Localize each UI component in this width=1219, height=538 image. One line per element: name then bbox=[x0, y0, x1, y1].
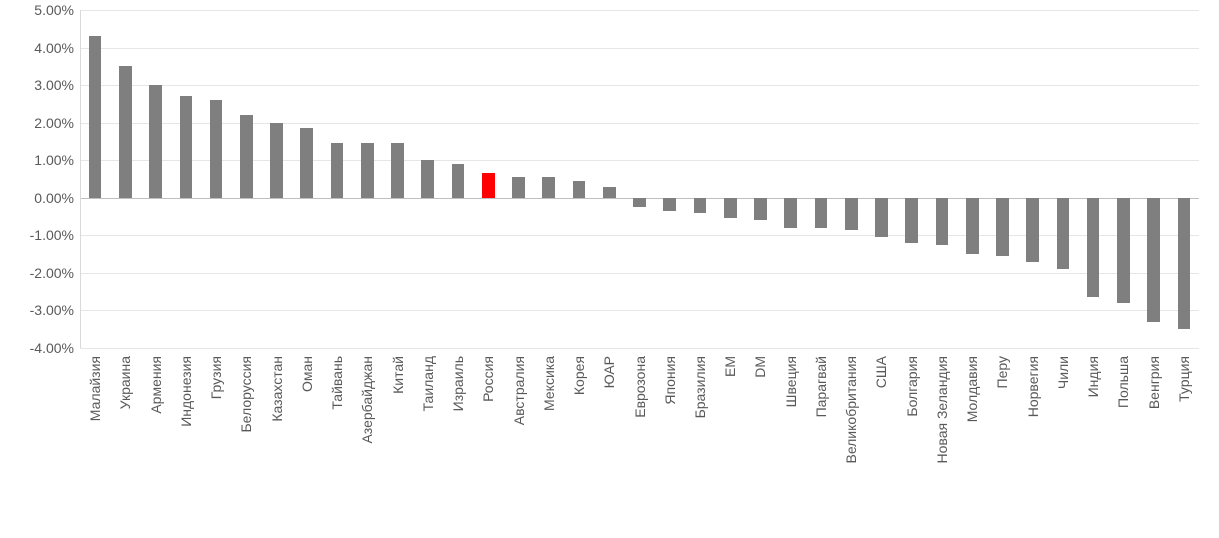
bar bbox=[1147, 198, 1160, 322]
x-axis-tick-label: Венгрия bbox=[1146, 356, 1162, 409]
bar bbox=[149, 85, 162, 198]
x-axis-tick-label: EM bbox=[722, 356, 738, 377]
y-axis-tick-label: 5.00% bbox=[34, 2, 80, 18]
bar bbox=[663, 198, 676, 211]
x-axis-tick-label: Еврозона bbox=[632, 356, 648, 418]
bar bbox=[603, 187, 616, 198]
bar bbox=[300, 128, 313, 197]
bar bbox=[633, 198, 646, 207]
gridline bbox=[80, 10, 1199, 11]
x-axis-tick-label: Мексика bbox=[541, 356, 557, 411]
bar bbox=[724, 198, 737, 219]
y-axis-tick-label: 4.00% bbox=[34, 40, 80, 56]
y-axis-tick-label: -1.00% bbox=[30, 227, 80, 243]
bar bbox=[845, 198, 858, 230]
bar bbox=[754, 198, 767, 221]
x-axis-tick-label: Норвегия bbox=[1025, 356, 1041, 417]
x-axis-tick-label: Бразилия bbox=[692, 356, 708, 418]
bar bbox=[542, 177, 555, 198]
x-axis-tick-label: Польша bbox=[1115, 356, 1131, 408]
y-axis-tick-label: -2.00% bbox=[30, 265, 80, 281]
x-axis-tick-label: Китай bbox=[390, 356, 406, 394]
bar bbox=[270, 123, 283, 198]
x-axis-tick-label: Малайзия bbox=[87, 356, 103, 421]
x-axis-tick-label: Великобритания bbox=[843, 356, 859, 464]
x-axis-tick-label: США bbox=[873, 356, 889, 388]
bar bbox=[331, 143, 344, 197]
y-axis-tick-label: 0.00% bbox=[34, 190, 80, 206]
bar bbox=[1026, 198, 1039, 262]
x-axis-tick-label: DM bbox=[752, 356, 768, 378]
x-axis-tick-label: Швеция bbox=[783, 356, 799, 407]
bar bbox=[421, 160, 434, 198]
x-axis-tick-label: Новая Зеландия bbox=[934, 356, 950, 463]
bar bbox=[482, 173, 495, 197]
y-axis-line bbox=[80, 10, 81, 348]
bar bbox=[180, 96, 193, 197]
y-axis-tick-label: -4.00% bbox=[30, 340, 80, 356]
x-axis-tick-label: Таиланд bbox=[420, 356, 436, 411]
gridline bbox=[80, 48, 1199, 49]
gridline bbox=[80, 85, 1199, 86]
bar bbox=[512, 177, 525, 198]
bar bbox=[694, 198, 707, 213]
bar bbox=[1117, 198, 1130, 303]
bar bbox=[573, 181, 586, 198]
bar bbox=[784, 198, 797, 228]
bar bbox=[936, 198, 949, 245]
bar bbox=[1057, 198, 1070, 269]
bar bbox=[210, 100, 223, 198]
x-axis-tick-label: Азербайджан bbox=[359, 356, 375, 444]
x-axis-tick-label: Чили bbox=[1055, 356, 1071, 389]
x-axis-tick-label: Парагвай bbox=[813, 356, 829, 417]
x-axis-tick-label: Россия bbox=[480, 356, 496, 402]
x-axis-tick-label: Перу bbox=[994, 356, 1010, 388]
y-axis-tick-label: 1.00% bbox=[34, 152, 80, 168]
x-axis-tick-label: Индия bbox=[1085, 356, 1101, 397]
bar bbox=[391, 143, 404, 197]
bar bbox=[996, 198, 1009, 256]
x-axis-tick-label: Белоруссия bbox=[238, 356, 254, 433]
bar bbox=[875, 198, 888, 237]
bar-chart: -4.00% -3.00% -2.00% -1.00% 0.00% 1.00% 2.00% 3… bbox=[0, 0, 1219, 538]
x-axis-tick-label: Оман bbox=[299, 356, 315, 392]
y-axis-tick-label: -3.00% bbox=[30, 302, 80, 318]
x-axis-tick-label: Турция bbox=[1176, 356, 1192, 402]
bar bbox=[905, 198, 918, 243]
bar bbox=[89, 36, 102, 197]
x-axis-tick-label: Грузия bbox=[208, 356, 224, 399]
x-axis-tick-label: Украина bbox=[117, 356, 133, 409]
x-axis-tick-label: Молдавия bbox=[964, 356, 980, 422]
bar bbox=[1178, 198, 1191, 329]
y-axis-tick-label: 3.00% bbox=[34, 77, 80, 93]
bar bbox=[240, 115, 253, 198]
x-axis-tick-label: Казахстан bbox=[269, 356, 285, 422]
x-axis-tick-label: Япония bbox=[662, 356, 678, 405]
x-axis-tick-label: Болгария bbox=[904, 356, 920, 417]
x-axis-tick-label: Индонезия bbox=[178, 356, 194, 427]
x-axis-tick-label: Израиль bbox=[450, 356, 466, 411]
gridline bbox=[80, 273, 1199, 274]
x-axis-tick-label: Армения bbox=[148, 356, 164, 414]
bar bbox=[966, 198, 979, 254]
gridline bbox=[80, 348, 1199, 349]
plot-area: -4.00%-3.00%-2.00%-1.00%0.00%1.00%2.00%3… bbox=[80, 10, 1199, 348]
gridline bbox=[80, 310, 1199, 311]
y-axis-tick-label: 2.00% bbox=[34, 115, 80, 131]
x-axis-tick-label: Австралия bbox=[511, 356, 527, 425]
bar bbox=[361, 143, 374, 197]
x-axis-tick-label: Корея bbox=[571, 356, 587, 395]
x-axis-tick-label: Тайвань bbox=[329, 356, 345, 410]
bar bbox=[1087, 198, 1100, 298]
bar bbox=[815, 198, 828, 228]
bar bbox=[452, 164, 465, 198]
x-axis-tick-label: ЮАР bbox=[601, 356, 617, 388]
bar bbox=[119, 66, 132, 197]
